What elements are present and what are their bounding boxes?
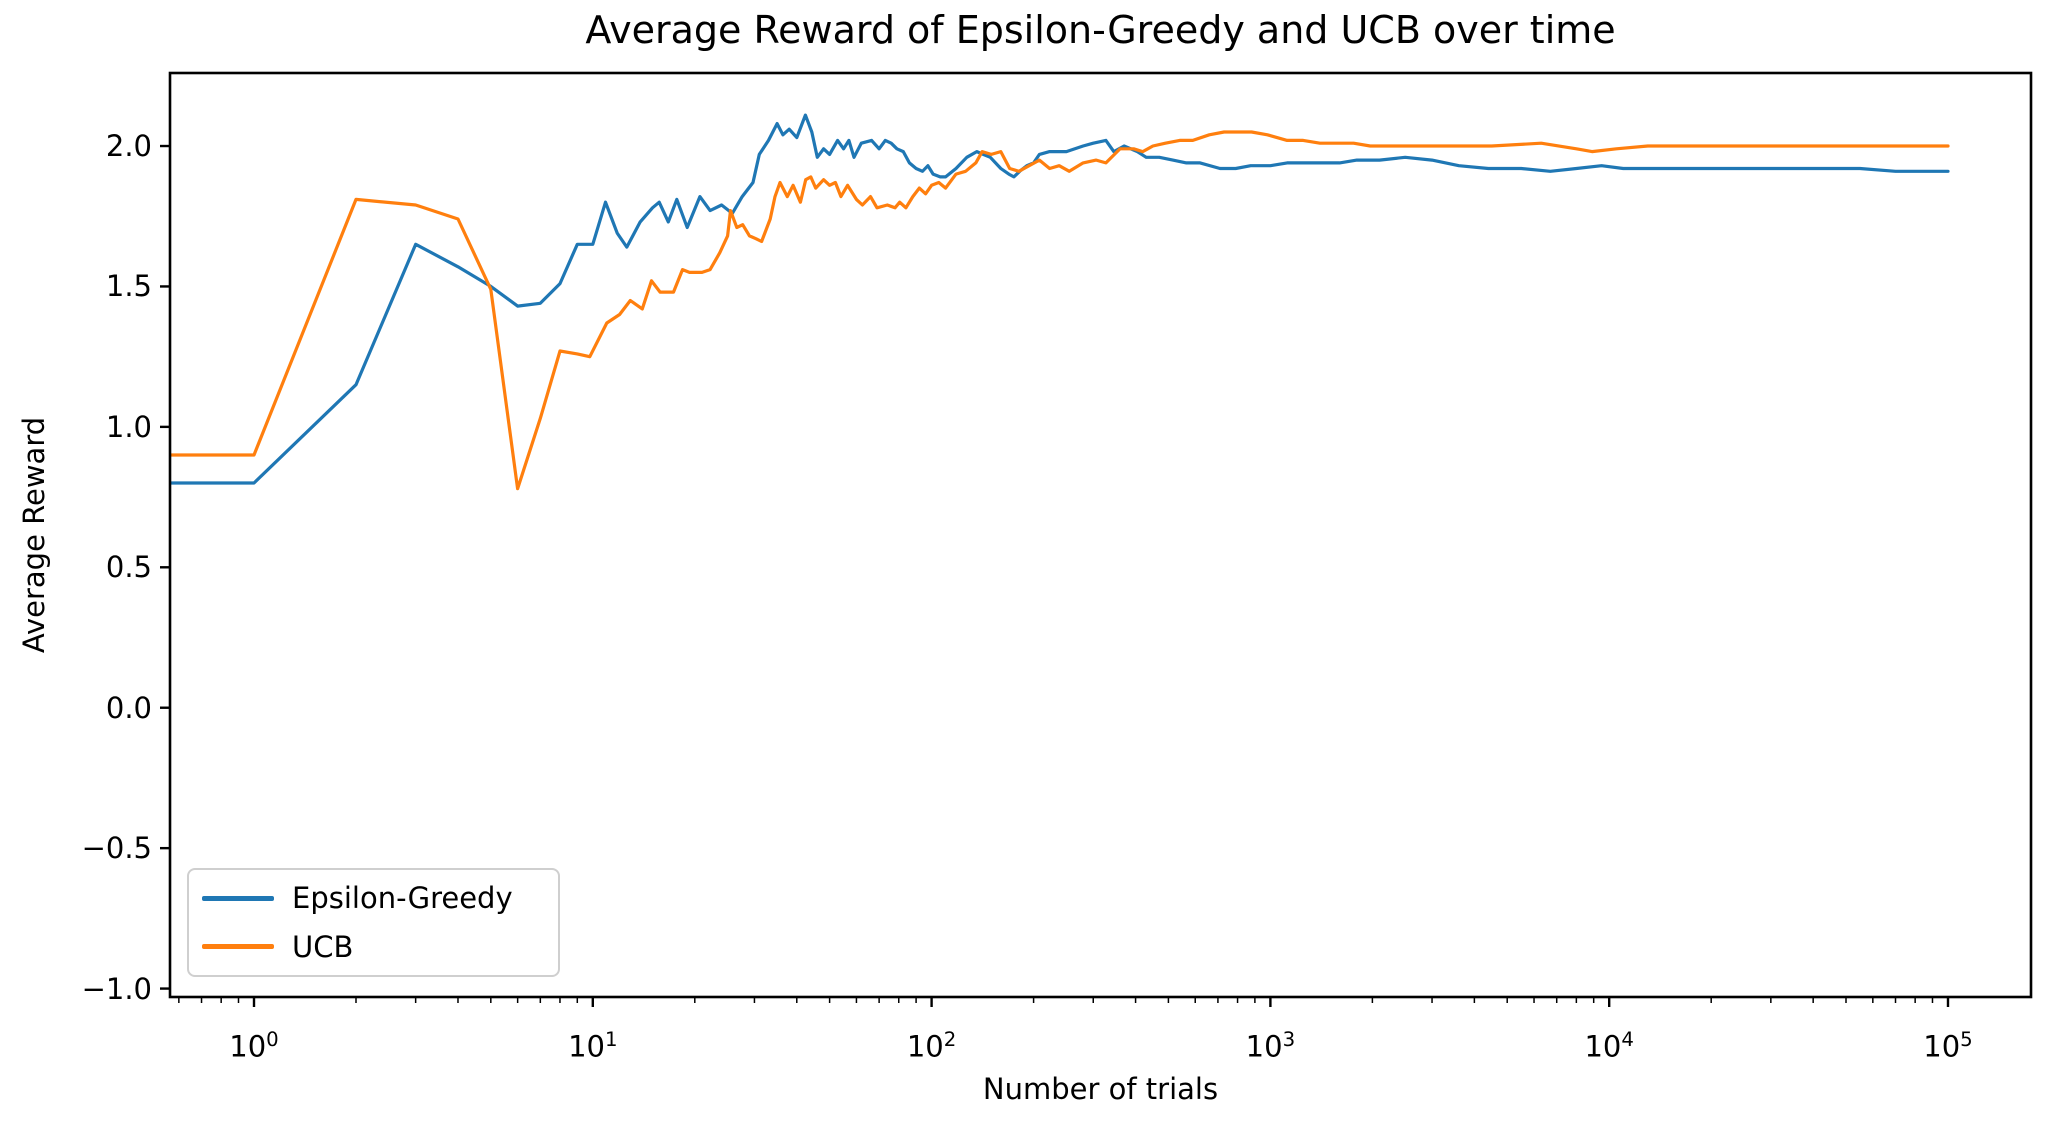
y-tick-label: −1.0 — [81, 971, 152, 1006]
y-tick-label: 0.0 — [105, 690, 152, 725]
legend-item-epsilon-greedy: Epsilon-Greedy — [202, 875, 548, 921]
series-line-ucb — [170, 130, 1950, 491]
y-tick-label: −0.5 — [81, 831, 152, 866]
x-tick-label: 102 — [906, 1028, 957, 1064]
chart-title: Average Reward of Epsilon-Greedy and UCB… — [585, 8, 1616, 52]
legend-label-ucb: UCB — [292, 929, 354, 964]
x-tick-label: 100 — [229, 1028, 279, 1064]
plot-border — [168, 71, 2033, 999]
legend-line-sample-epsilon-greedy — [202, 895, 274, 901]
y-axis-ticks — [160, 144, 170, 990]
y-tick-label: 2.0 — [105, 129, 152, 164]
x-tick-label: 104 — [1584, 1028, 1634, 1064]
legend-item-ucb: UCB — [202, 924, 548, 970]
y-tick-label: 1.5 — [105, 269, 152, 304]
y-tick-label: 1.0 — [105, 409, 152, 444]
y-tick-label: 0.5 — [105, 550, 152, 585]
series-layer — [170, 113, 1950, 491]
x-tick-label: 103 — [1245, 1028, 1296, 1064]
x-axis-label: Number of trials — [982, 1072, 1219, 1106]
x-axis-ticks — [252, 997, 1950, 1007]
legend: Epsilon-Greedy UCB — [187, 868, 560, 977]
legend-line-sample-ucb — [202, 944, 274, 950]
x-tick-label: 105 — [1923, 1028, 1973, 1064]
x-tick-label: 101 — [568, 1028, 618, 1064]
y-axis-label: Average Reward — [17, 416, 51, 654]
series-line-epsilon-greedy — [170, 113, 1950, 485]
legend-label-epsilon-greedy: Epsilon-Greedy — [292, 881, 513, 916]
